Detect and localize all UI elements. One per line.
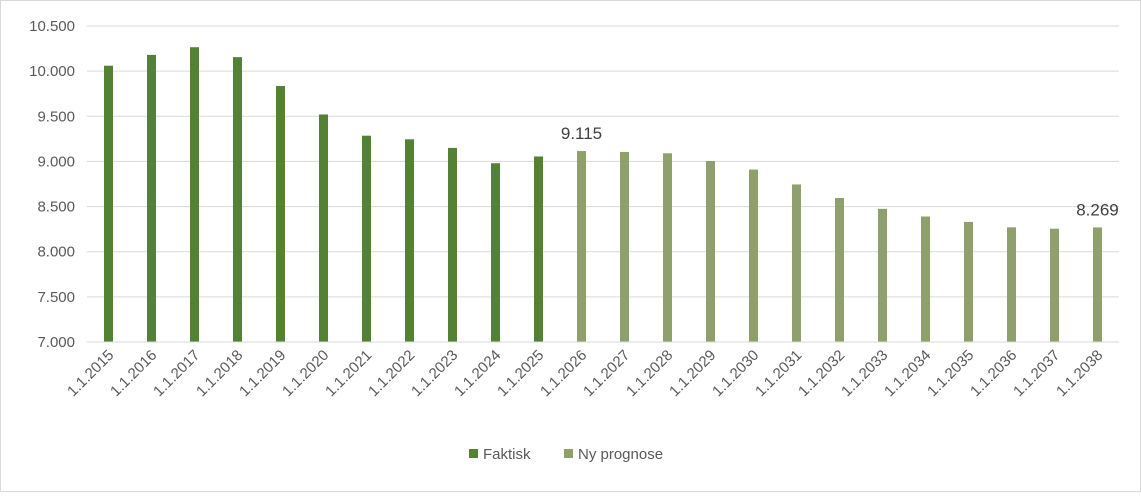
bar-1.1.2024 <box>491 163 500 342</box>
x-tick-label: 1.1.2036 <box>967 347 1020 400</box>
x-tick-label: 1.1.2029 <box>666 347 719 400</box>
data-label: 8.269 <box>1076 200 1119 219</box>
bar-1.1.2015 <box>104 65 113 343</box>
y-tick-label: 9.000 <box>37 153 75 170</box>
x-tick-label: 1.1.2015 <box>64 347 117 400</box>
legend-swatch <box>564 449 573 458</box>
x-tick-label: 1.1.2034 <box>881 347 934 400</box>
bar-1.1.2019 <box>276 86 285 342</box>
x-tick-label: 1.1.2022 <box>365 347 418 400</box>
x-tick-label: 1.1.2017 <box>150 347 203 400</box>
bar-1.1.2026 <box>577 151 586 342</box>
y-tick-label: 8.000 <box>37 244 75 261</box>
x-tick-label: 1.1.2030 <box>709 347 762 400</box>
bar-1.1.2031 <box>792 184 801 342</box>
x-tick-label: 1.1.2038 <box>1053 347 1106 400</box>
bar-1.1.2038 <box>1093 227 1102 342</box>
x-tick-label: 1.1.2021 <box>322 347 375 400</box>
x-tick-label: 1.1.2033 <box>838 347 891 400</box>
legend-label: Faktisk <box>483 446 531 463</box>
x-tick-label: 1.1.2016 <box>107 347 160 400</box>
bar-1.1.2036 <box>1007 227 1016 342</box>
bar-1.1.2032 <box>835 197 844 342</box>
x-tick-label: 1.1.2035 <box>924 347 977 400</box>
bars <box>104 47 1102 343</box>
data-labels: 9.115 8.269 <box>561 124 1119 219</box>
legend-label: Ny prognose <box>578 446 663 463</box>
y-tick-label: 7.000 <box>37 334 75 351</box>
x-tick-label: 1.1.2025 <box>494 347 547 400</box>
legend-swatch <box>469 449 478 458</box>
bar-1.1.2034 <box>921 216 930 342</box>
x-tick-label: 1.1.2032 <box>795 347 848 400</box>
bar-1.1.2029 <box>706 160 715 342</box>
y-tick-label: 10.500 <box>29 18 75 35</box>
bar-1.1.2020 <box>319 114 328 342</box>
x-tick-label: 1.1.2018 <box>193 347 246 400</box>
x-tick-label: 1.1.2020 <box>279 347 332 400</box>
bar-1.1.2033 <box>878 208 887 342</box>
bar-1.1.2025 <box>534 156 543 342</box>
legend: Faktisk Ny prognose <box>469 446 663 463</box>
y-tick-label: 7.500 <box>37 289 75 306</box>
x-tick-label: 1.1.2023 <box>408 347 461 400</box>
bar-1.1.2030 <box>749 169 758 342</box>
bar-1.1.2021 <box>362 135 371 342</box>
x-tick-label: 1.1.2027 <box>580 347 633 400</box>
y-tick-label: 9.500 <box>37 108 75 125</box>
y-axis: 7.000 7.500 8.000 8.500 9.000 9.500 10.000 10.5… <box>29 18 75 351</box>
bar-1.1.2022 <box>405 139 414 342</box>
x-tick-label: 1.1.2024 <box>451 347 504 400</box>
bar-1.1.2027 <box>620 151 629 342</box>
bar-1.1.2028 <box>663 153 672 342</box>
data-label: 9.115 <box>561 124 602 143</box>
bar-1.1.2035 <box>964 221 973 342</box>
bar-1.1.2023 <box>448 147 457 342</box>
y-tick-label: 8.500 <box>37 199 75 216</box>
bar-1.1.2017 <box>190 47 199 343</box>
y-tick-label: 10.000 <box>29 63 75 80</box>
bar-1.1.2037 <box>1050 228 1059 342</box>
gridlines <box>87 25 1119 343</box>
x-tick-label: 1.1.2019 <box>236 347 289 400</box>
x-tick-label: 1.1.2031 <box>752 347 805 400</box>
x-tick-label: 1.1.2026 <box>537 347 590 400</box>
bar-1.1.2016 <box>147 54 156 343</box>
bar-1.1.2018 <box>233 57 242 343</box>
x-axis: 1.1.20151.1.20161.1.20171.1.20181.1.2019… <box>64 341 1119 400</box>
x-tick-label: 1.1.2037 <box>1010 347 1063 400</box>
x-tick-label: 1.1.2028 <box>623 347 676 400</box>
